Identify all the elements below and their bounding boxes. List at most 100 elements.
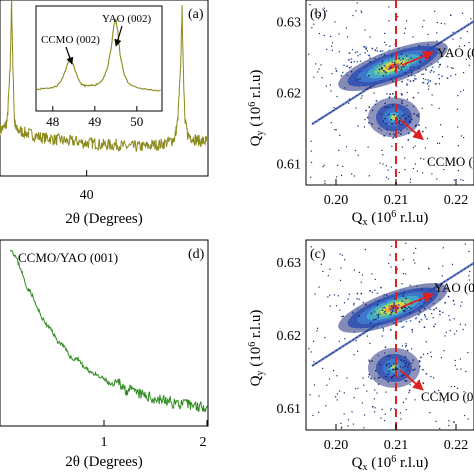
panel-c-noise-dot <box>335 305 338 307</box>
panel-b-noise-dot <box>309 4 311 6</box>
panel-c-noise-dot <box>453 385 456 388</box>
panel-c-noise-dot <box>443 401 445 403</box>
panel-c-noise-dot <box>312 340 315 342</box>
panel-b-speckle <box>346 65 348 68</box>
panel-c-speckle <box>422 368 424 371</box>
panel-c-noise-dot <box>465 370 467 373</box>
panel-b-speckle <box>378 127 380 130</box>
panel-c-noise-dot <box>326 384 328 386</box>
panel-c-speckle <box>358 298 360 301</box>
panel-b-speckle <box>399 117 401 119</box>
panel-b-speckle <box>400 68 403 71</box>
panel-c-speckle <box>403 360 406 362</box>
panel-c-speckle <box>389 309 392 312</box>
panel-b-noise-dot <box>310 150 312 152</box>
panel-b-noise-dot <box>412 147 414 149</box>
panel-c-speckle <box>368 373 371 376</box>
panel-b-noise-dot <box>452 31 454 33</box>
panel-b-speckle <box>398 120 401 122</box>
panel-c-noise-dot <box>448 420 450 422</box>
panel-c-speckle <box>387 373 389 375</box>
panel-b-noise-dot <box>455 73 457 76</box>
panel-a: 40 (a) 2θ (Degrees) 48 49 50 CCMO (002) YA… <box>0 0 209 227</box>
panel-b-noise-dot <box>313 76 315 78</box>
panel-b-speckle <box>407 139 410 141</box>
panel-c-noise-dot <box>467 400 469 402</box>
panel-c-noise-dot <box>463 391 465 393</box>
panel-c-speckle <box>396 307 399 310</box>
panel-b-noise-dot <box>426 137 429 140</box>
panel-c-speckle <box>358 315 361 317</box>
panel-c-speckle <box>369 290 371 292</box>
panel-b-speckle <box>388 49 390 52</box>
panel-b-noise-dot <box>359 53 361 55</box>
panel-b-noise-dot <box>462 72 465 74</box>
panel-b-speckle <box>388 96 391 99</box>
panel-b-speckle <box>383 54 386 56</box>
panel-c-speckle <box>401 326 403 329</box>
panel-c-noise-dot <box>442 311 444 313</box>
panel-b-noise-dot <box>422 77 425 80</box>
panel-b-speckle <box>391 55 393 57</box>
panel-c-speckle <box>371 360 373 362</box>
panel-b-speckle <box>381 60 384 63</box>
panel-b-xlabel: Qx (106 r.l.u) <box>352 209 429 228</box>
panel-c-speckle <box>425 373 428 375</box>
panel-b-noise-dot <box>323 7 326 9</box>
panel-d-plot <box>9 249 208 412</box>
panel-b-noise-dot <box>324 180 326 182</box>
panel-c-noise-dot <box>411 331 413 333</box>
panel-c-speckle <box>412 369 414 371</box>
panel-c-noise-dot <box>414 262 416 264</box>
panel-b-speckle <box>353 60 355 63</box>
panel-b-speckle <box>352 77 354 80</box>
panel-b-xtick-label-2: 0.22 <box>444 193 469 208</box>
panel-c-speckle <box>412 359 414 361</box>
panel-b-speckle <box>383 70 385 72</box>
panel-b-noise-dot <box>345 146 348 148</box>
panel-c-noise-dot <box>340 427 343 429</box>
panel-c-noise-dot <box>373 398 375 400</box>
panel-c-speckle <box>405 297 407 300</box>
panel-b-speckle <box>390 78 392 80</box>
panel-b-speckle <box>363 69 365 72</box>
panel-c-noise-dot <box>384 413 386 415</box>
panel-b-speckle <box>395 85 398 88</box>
panel-c-speckle <box>392 368 395 371</box>
panel-c-speckle <box>386 355 389 357</box>
panel-b-noise-dot <box>348 102 350 104</box>
panel-c-noise-dot <box>374 407 376 409</box>
panel-c-speckle <box>368 360 371 363</box>
panel-c-noise-dot <box>339 390 341 392</box>
panel-b-noise-dot <box>385 165 387 167</box>
panel-c-speckle <box>404 306 407 309</box>
panel-b-speckle <box>408 132 410 135</box>
panel-b-noise-dot <box>436 21 438 24</box>
panel-c-speckle <box>365 303 367 306</box>
panel-b-noise-dot <box>436 142 439 144</box>
panel-b-speckle <box>383 64 386 67</box>
panel-c-speckle <box>395 366 397 368</box>
panel-b-xticks: 0.20 0.21 0.22 <box>324 179 469 208</box>
panel-c-noise-dot <box>405 344 407 347</box>
panel-d-xtick-label-1: 2 <box>200 435 207 450</box>
panel-c-noise-dot <box>373 411 376 413</box>
panel-b-noise-dot <box>461 12 464 14</box>
panel-b-yticks: 0.61 0.62 0.63 <box>277 15 312 173</box>
panel-b-ylabel: Qy (106 r.l.u) <box>247 70 266 147</box>
panel-c-speckle <box>347 298 349 300</box>
panel-b-noise-dot <box>417 92 419 94</box>
panel-c-speckle <box>394 315 397 318</box>
panel-c-noise-dot <box>402 272 405 275</box>
panel-b-speckle <box>390 118 392 121</box>
panel-b-noise-dot <box>376 47 378 49</box>
panel-b-noise-dot <box>387 178 390 180</box>
panel-b-noise-dot <box>357 125 359 127</box>
panel-c-speckle <box>422 382 425 384</box>
panel-b-noise-dot <box>318 32 320 35</box>
panel-c-speckle <box>420 356 422 359</box>
panel-c-speckle <box>416 302 419 305</box>
panel-c-speckle <box>433 308 435 311</box>
panel-c-speckle <box>419 365 421 368</box>
panel-c-speckle <box>421 288 423 291</box>
